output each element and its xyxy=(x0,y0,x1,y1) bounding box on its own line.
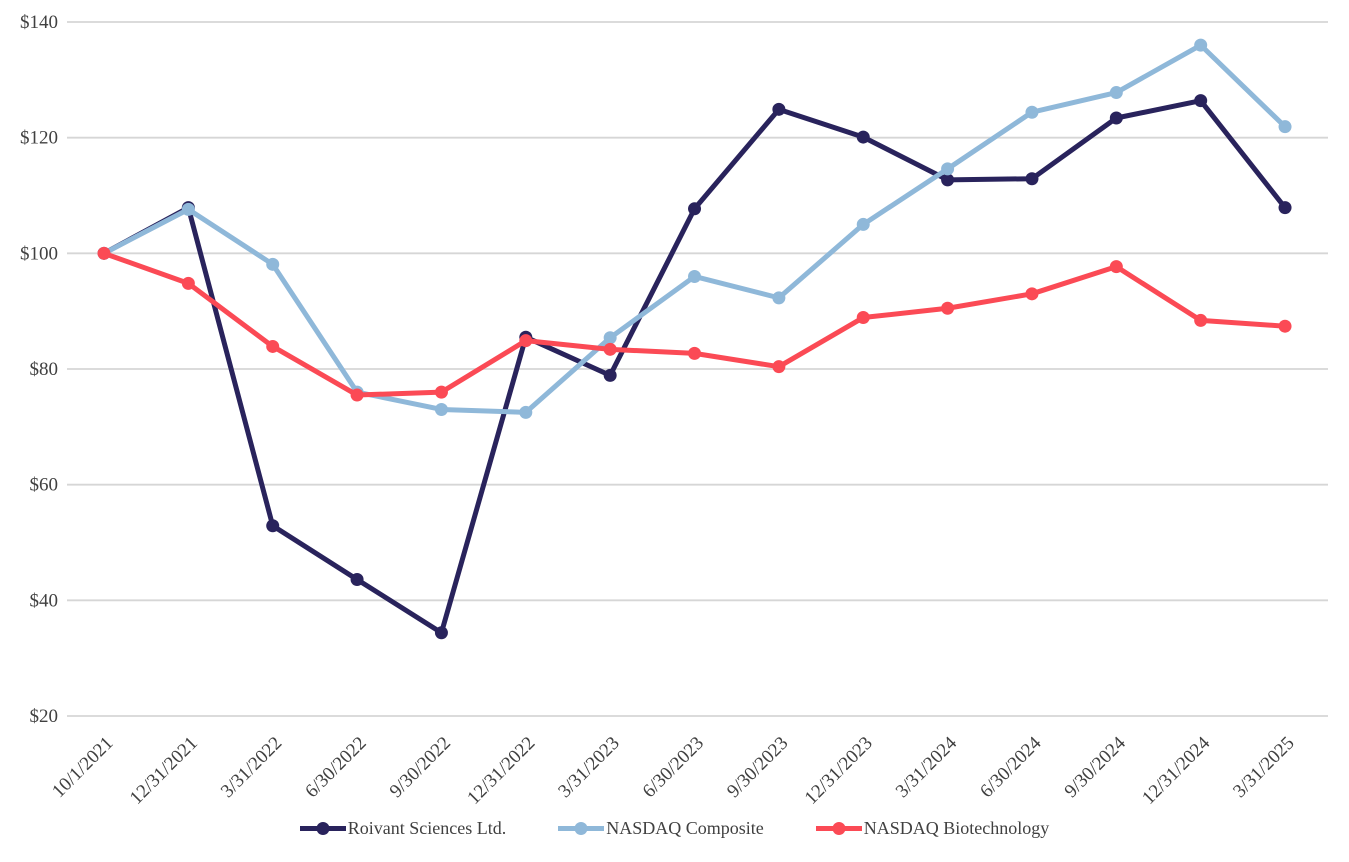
data-point xyxy=(688,269,702,283)
legend-item-nasdaq-biotechnology: NASDAQ Biotechnology xyxy=(815,818,1050,839)
data-point xyxy=(1025,172,1039,186)
y-tick-label: $20 xyxy=(30,706,59,727)
series-line xyxy=(101,98,1288,636)
data-point xyxy=(434,402,448,416)
legend-label-nasdaq-biotechnology: NASDAQ Biotechnology xyxy=(863,818,1050,838)
data-point xyxy=(97,246,111,260)
x-tick-label: 6/30/2023 xyxy=(639,733,708,802)
data-point xyxy=(856,311,870,325)
series-nasdaq-composite xyxy=(97,38,1292,419)
data-point xyxy=(941,301,955,315)
data-point xyxy=(856,217,870,231)
y-tick-label: $100 xyxy=(20,243,58,264)
legend-label-roivant: Roivant Sciences Ltd. xyxy=(347,818,507,838)
data-point xyxy=(1025,287,1039,301)
legend-marker-nasdaq-composite xyxy=(558,822,605,835)
data-point xyxy=(856,130,870,144)
series-nasdaq-biotechnology xyxy=(97,246,1292,402)
x-tick-label: 3/31/2022 xyxy=(217,733,286,802)
x-tick-label: 6/30/2022 xyxy=(301,733,370,802)
legend-item-roivant: Roivant Sciences Ltd. xyxy=(299,818,507,839)
x-tick-label: 12/31/2022 xyxy=(463,733,539,809)
data-point xyxy=(350,388,364,402)
data-point xyxy=(1278,319,1292,333)
data-point xyxy=(266,257,280,271)
data-point xyxy=(350,573,364,587)
x-tick-label: 12/31/2023 xyxy=(801,733,877,809)
data-point xyxy=(772,291,786,305)
data-point xyxy=(772,102,786,116)
x-tick-label: 3/31/2023 xyxy=(554,733,623,802)
y-tick-label: $40 xyxy=(30,590,59,611)
data-point xyxy=(941,162,955,176)
y-tick-label: $60 xyxy=(30,475,59,496)
data-point xyxy=(181,202,195,216)
data-point xyxy=(1194,313,1208,327)
data-point xyxy=(1194,38,1208,52)
legend: Roivant Sciences Ltd. NASDAQ Composite N… xyxy=(0,818,1349,839)
y-tick-label: $80 xyxy=(30,359,59,380)
legend-label-nasdaq-composite: NASDAQ Composite xyxy=(606,818,764,838)
data-point xyxy=(772,360,786,374)
y-tick-label: $140 xyxy=(20,12,58,33)
x-tick-label: 9/30/2023 xyxy=(723,733,792,802)
x-tick-label: 6/30/2024 xyxy=(976,732,1046,802)
x-axis-tick-labels: 10/1/2021 12/31/2021 3/31/2022 6/30/2022 9/3… xyxy=(48,732,1298,808)
x-tick-label: 9/30/2022 xyxy=(386,733,455,802)
data-point xyxy=(266,519,280,533)
data-point xyxy=(603,331,617,345)
x-tick-label: 10/1/2021 xyxy=(48,733,117,802)
legend-marker-roivant xyxy=(299,822,346,835)
data-point xyxy=(434,385,448,399)
data-point xyxy=(1194,94,1208,108)
legend-marker-nasdaq-biotechnology xyxy=(815,822,862,835)
data-point xyxy=(519,405,533,419)
series-roivant-sciences-ltd xyxy=(97,94,1292,640)
legend-item-nasdaq-composite: NASDAQ Composite xyxy=(558,818,764,839)
data-point xyxy=(1025,105,1039,119)
x-tick-label: 3/31/2025 xyxy=(1229,733,1298,802)
data-point xyxy=(266,339,280,353)
y-axis-tick-labels: $20 $40 $60 $80 $100 $120 $140 xyxy=(20,12,58,727)
x-tick-label: 9/30/2024 xyxy=(1061,732,1131,802)
data-point xyxy=(603,368,617,382)
data-point xyxy=(688,346,702,360)
data-point xyxy=(519,334,533,348)
data-point xyxy=(1109,260,1123,274)
data-point xyxy=(1109,111,1123,125)
x-tick-label: 3/31/2024 xyxy=(892,732,962,802)
data-point xyxy=(603,342,617,356)
data-point xyxy=(688,202,702,216)
data-point xyxy=(1109,86,1123,100)
data-point xyxy=(1278,201,1292,215)
data-point xyxy=(434,626,448,640)
y-tick-label: $120 xyxy=(20,128,58,149)
x-tick-label: 12/31/2024 xyxy=(1138,732,1214,808)
data-point xyxy=(1278,120,1292,134)
gridlines xyxy=(67,21,1328,717)
data-point xyxy=(941,173,955,187)
x-tick-label: 12/31/2021 xyxy=(126,733,202,809)
data-point xyxy=(181,276,195,290)
